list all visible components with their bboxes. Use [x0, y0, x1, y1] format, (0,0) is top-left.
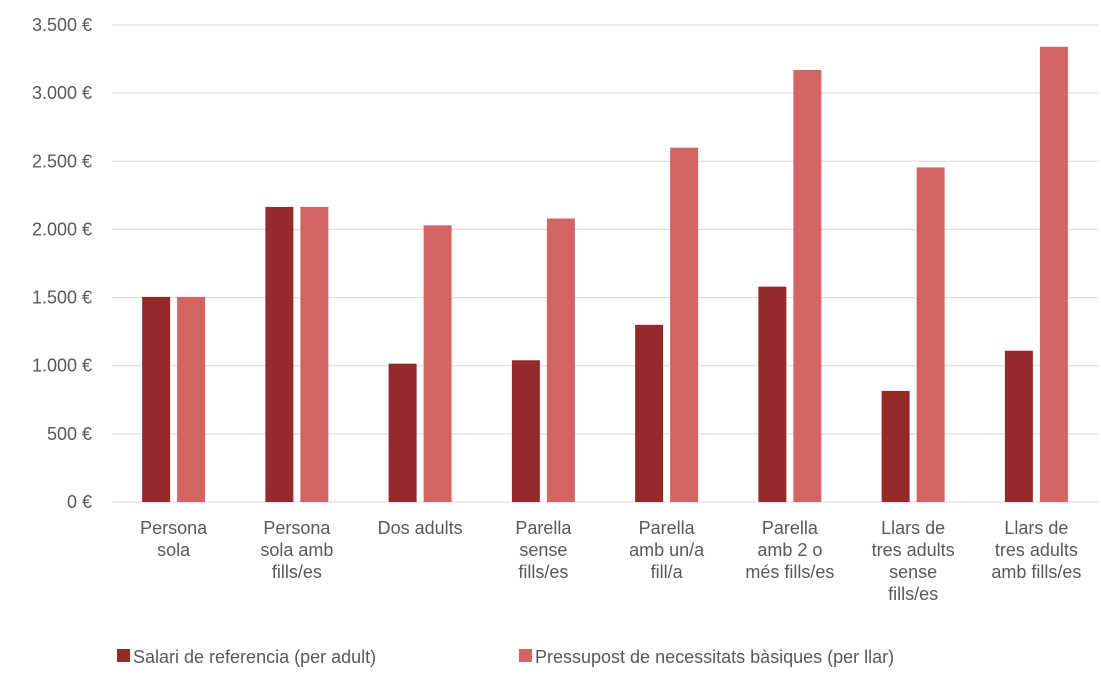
legend-swatch: [519, 649, 532, 662]
bar-series-1: [142, 296, 171, 502]
bar-series-2: [177, 296, 206, 502]
gridlines: [112, 24, 1098, 503]
legend-swatch: [117, 649, 130, 662]
bar-series-2: [916, 167, 945, 502]
bars: [142, 46, 1068, 503]
x-category-label: Parella amb un/a fill/a: [629, 518, 705, 582]
bar-series-1: [265, 206, 294, 503]
x-category-label: Parella amb 2 o més fills/es: [745, 518, 834, 582]
x-category-label: Llars de tres adults amb fills/es: [991, 518, 1081, 582]
bar-series-2: [1039, 46, 1068, 502]
bar-series-2: [300, 206, 329, 503]
bar-series-2: [670, 147, 699, 502]
legend: Salari de referencia (per adult) Pressupo…: [117, 647, 894, 667]
bar-series-1: [388, 363, 417, 502]
y-tick-label: 3.000 €: [32, 83, 92, 103]
x-category-label: Llars de tres adults sense fills/es: [872, 518, 955, 604]
y-axis-tick-labels: 0 € 500 € 1.000 € 1.500 € 2.000 € 2.500 € 3.00…: [32, 15, 92, 512]
bar-series-2: [793, 69, 822, 502]
bar-series-1: [758, 286, 787, 502]
x-category-label: Dos adults: [378, 518, 463, 538]
x-category-label: Persona sola: [140, 518, 208, 560]
bar-series-2: [546, 218, 575, 503]
y-tick-label: 1.500 €: [32, 288, 92, 308]
legend-label: Salari de referencia (per adult): [133, 647, 376, 667]
y-tick-label: 2.500 €: [32, 151, 92, 171]
y-tick-label: 500 €: [47, 424, 92, 444]
bar-series-1: [881, 390, 910, 502]
y-tick-label: 2.000 €: [32, 219, 92, 239]
x-category-label: Persona sola amb fills/es: [260, 518, 333, 582]
bar-series-1: [1004, 350, 1033, 502]
y-tick-label: 1.000 €: [32, 356, 92, 376]
legend-label: Pressupost de necessitats bàsiques (per …: [535, 647, 894, 667]
y-tick-label: 3.500 €: [32, 15, 92, 35]
bar-series-2: [423, 225, 452, 502]
y-tick-label: 0 €: [67, 492, 92, 512]
x-axis-category-labels: Persona sola Persona sola amb fills/es Dos ad…: [140, 518, 1081, 604]
bar-series-1: [511, 360, 540, 502]
bar-series-1: [635, 324, 664, 502]
x-category-label: Parella sense fills/es: [515, 518, 572, 582]
